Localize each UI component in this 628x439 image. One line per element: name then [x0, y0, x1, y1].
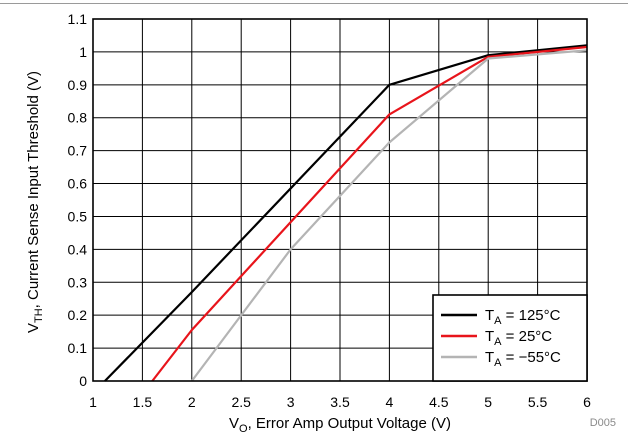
- plot-frame: [92, 18, 588, 382]
- y-tick-label: 1: [79, 44, 87, 60]
- x-tick-label: 4: [386, 394, 394, 410]
- legend-label-1: TA = 125°C: [485, 307, 561, 327]
- x-tick-label: 2: [188, 394, 196, 410]
- series-lines: [104, 44, 588, 382]
- legend-label-3: TA = −55°C: [485, 349, 561, 369]
- x-tick-label: 1.5: [133, 394, 153, 410]
- legend-label-2: TA = 25°C: [485, 328, 552, 348]
- y-tick-label: 0.7: [68, 143, 88, 159]
- y-tick-label: 0.2: [68, 307, 88, 323]
- x-tick-label: 3: [287, 394, 295, 410]
- x-tick-label: 5: [484, 394, 492, 410]
- y-tick-label: 0.1: [68, 340, 88, 356]
- top-rule: [0, 3, 628, 4]
- legend: TA = 125°CTA = 25°CTA = −55°C: [432, 294, 588, 382]
- x-tick-label: 2.5: [231, 394, 251, 410]
- y-tick-label: 0.5: [68, 208, 88, 224]
- x-tick-labels: 1 1.5 2 2.5 3 3.5 4 4.5 5 5.5 6: [89, 394, 591, 410]
- x-axis-label: VO, Error Amp Output Voltage (V): [229, 415, 451, 435]
- y-tick-label: 0.4: [68, 241, 88, 257]
- x-tick-label: 1: [89, 394, 97, 410]
- series-line-3: [190, 49, 588, 382]
- y-axis-label: VTH, Current Sense Input Threshold (V): [25, 71, 45, 333]
- x-tick-label: 4.5: [429, 394, 449, 410]
- series-line-1: [104, 44, 588, 382]
- series-line-2: [151, 45, 588, 382]
- y-tick-label: 1.1: [68, 11, 88, 27]
- y-tick-label: 0: [79, 373, 87, 389]
- figure-code: D005: [590, 417, 616, 429]
- y-tick-label: 0.9: [68, 77, 88, 93]
- y-tick-labels: 0 0.1 0.2 0.3 0.4 0.5 0.6 0.7 0.8 0.9 1 1.1: [68, 11, 88, 389]
- legend-box: [432, 294, 588, 382]
- x-tick-label: 3.5: [330, 394, 350, 410]
- y-tick-label: 0.6: [68, 176, 88, 192]
- x-tick-label: 6: [583, 394, 591, 410]
- y-tick-label: 0.8: [68, 110, 88, 126]
- y-tick-label: 0.3: [68, 274, 88, 290]
- x-tick-label: 5.5: [528, 394, 548, 410]
